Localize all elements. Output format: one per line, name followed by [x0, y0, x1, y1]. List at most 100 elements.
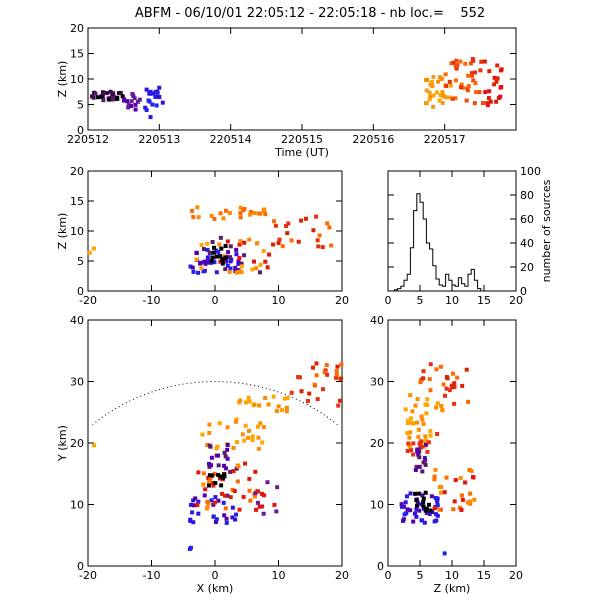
zy-point: [420, 444, 425, 449]
xy-point: [261, 493, 266, 498]
xz-point: [209, 259, 214, 264]
zy-point: [408, 491, 413, 496]
time-height-point: [438, 93, 443, 98]
xy-point: [271, 394, 276, 399]
time-height-point: [494, 99, 499, 104]
time-height-point: [450, 96, 455, 101]
zy-point: [472, 497, 477, 502]
xz-point: [250, 267, 255, 272]
zy-point: [452, 381, 457, 386]
xz-point: [228, 244, 233, 249]
xz-point: [216, 249, 221, 254]
zy-point: [465, 500, 470, 505]
xy-point: [256, 489, 261, 494]
time-height-point: [480, 101, 485, 106]
zy-point: [463, 480, 468, 485]
time-height-point: [498, 85, 503, 90]
xz-point: [191, 269, 196, 274]
xy-point: [206, 475, 211, 480]
xy-point: [230, 505, 235, 510]
time-height-point: [428, 94, 433, 99]
time-height-point: [479, 59, 484, 64]
time-height-point: [99, 94, 104, 99]
xy-point: [228, 495, 233, 500]
xy-point: [339, 376, 344, 381]
xy-point: [216, 498, 221, 503]
xz-point: [271, 219, 276, 224]
zy-point: [423, 508, 428, 513]
xy-point: [257, 403, 262, 408]
zy-point: [433, 467, 438, 472]
xy-point: [237, 507, 242, 512]
xz-point: [237, 256, 242, 261]
zy-point: [444, 386, 449, 391]
xy-point: [257, 504, 262, 509]
zy-point: [415, 449, 420, 454]
time-height-x-tick-label: 220517: [424, 133, 466, 146]
zy-point: [416, 427, 421, 432]
histogram-y-tick-label: 40: [520, 237, 534, 250]
zy-point: [467, 467, 472, 472]
histogram-x-tick-label: 5: [417, 294, 424, 307]
zy-point: [469, 469, 474, 474]
zy-point: [427, 377, 432, 382]
time-height-point: [120, 94, 125, 99]
time-height-point: [498, 68, 503, 73]
xz-y-tick-label: 20: [70, 165, 84, 178]
zy-x-label: Z (km): [434, 582, 471, 595]
xy-point: [211, 514, 216, 519]
xz-point: [205, 255, 210, 260]
xz-point: [228, 266, 233, 271]
time-height-point: [118, 90, 123, 95]
xz-point: [286, 221, 291, 226]
xy-point: [289, 390, 294, 395]
xz-point: [223, 208, 228, 213]
xz-point: [237, 242, 242, 247]
zy-x-tick-label: 10: [445, 569, 459, 582]
xy-point: [234, 440, 239, 445]
xy-point: [209, 498, 214, 503]
zy-point: [401, 517, 406, 522]
xz-point: [221, 216, 226, 221]
time-height-point: [135, 99, 140, 104]
xz-point: [211, 250, 216, 255]
xz-point: [223, 255, 228, 260]
xz-point: [265, 265, 270, 270]
zy-point: [424, 510, 429, 515]
time-height-point: [488, 99, 493, 104]
xy-point: [225, 456, 230, 461]
xy-y-tick-label: 0: [77, 560, 84, 573]
time-height-point: [157, 85, 162, 90]
zy-point: [419, 378, 424, 383]
xz-point: [212, 216, 217, 221]
xy-x-tick-label: 10: [272, 569, 286, 582]
zy-point: [447, 388, 452, 393]
xz-point: [223, 244, 228, 249]
zy-point: [413, 491, 418, 496]
time-height-point: [455, 63, 460, 68]
zy-point: [435, 431, 440, 436]
xy-point: [188, 502, 193, 507]
xz-point: [234, 252, 239, 257]
zy-y-tick-label: 40: [370, 314, 384, 327]
time-height-point: [487, 89, 492, 94]
xy-point: [307, 391, 312, 396]
xz-point: [311, 228, 316, 233]
zy-point: [401, 504, 406, 509]
xy-point: [285, 396, 290, 401]
zy-point: [405, 448, 410, 453]
xy-point: [214, 446, 219, 451]
time-height-point: [148, 115, 153, 120]
time-height-point: [474, 90, 479, 95]
xz-point: [238, 205, 243, 210]
zy-point: [404, 494, 409, 499]
xy-point: [261, 425, 266, 430]
xz-point: [198, 261, 203, 266]
zy-point: [435, 513, 440, 518]
xz-y-tick-label: 10: [70, 225, 84, 238]
zy-point: [414, 464, 419, 469]
time-height-point: [431, 74, 436, 79]
xz-point: [217, 242, 222, 247]
time-height-point: [464, 98, 469, 103]
time-height-point: [144, 108, 149, 113]
